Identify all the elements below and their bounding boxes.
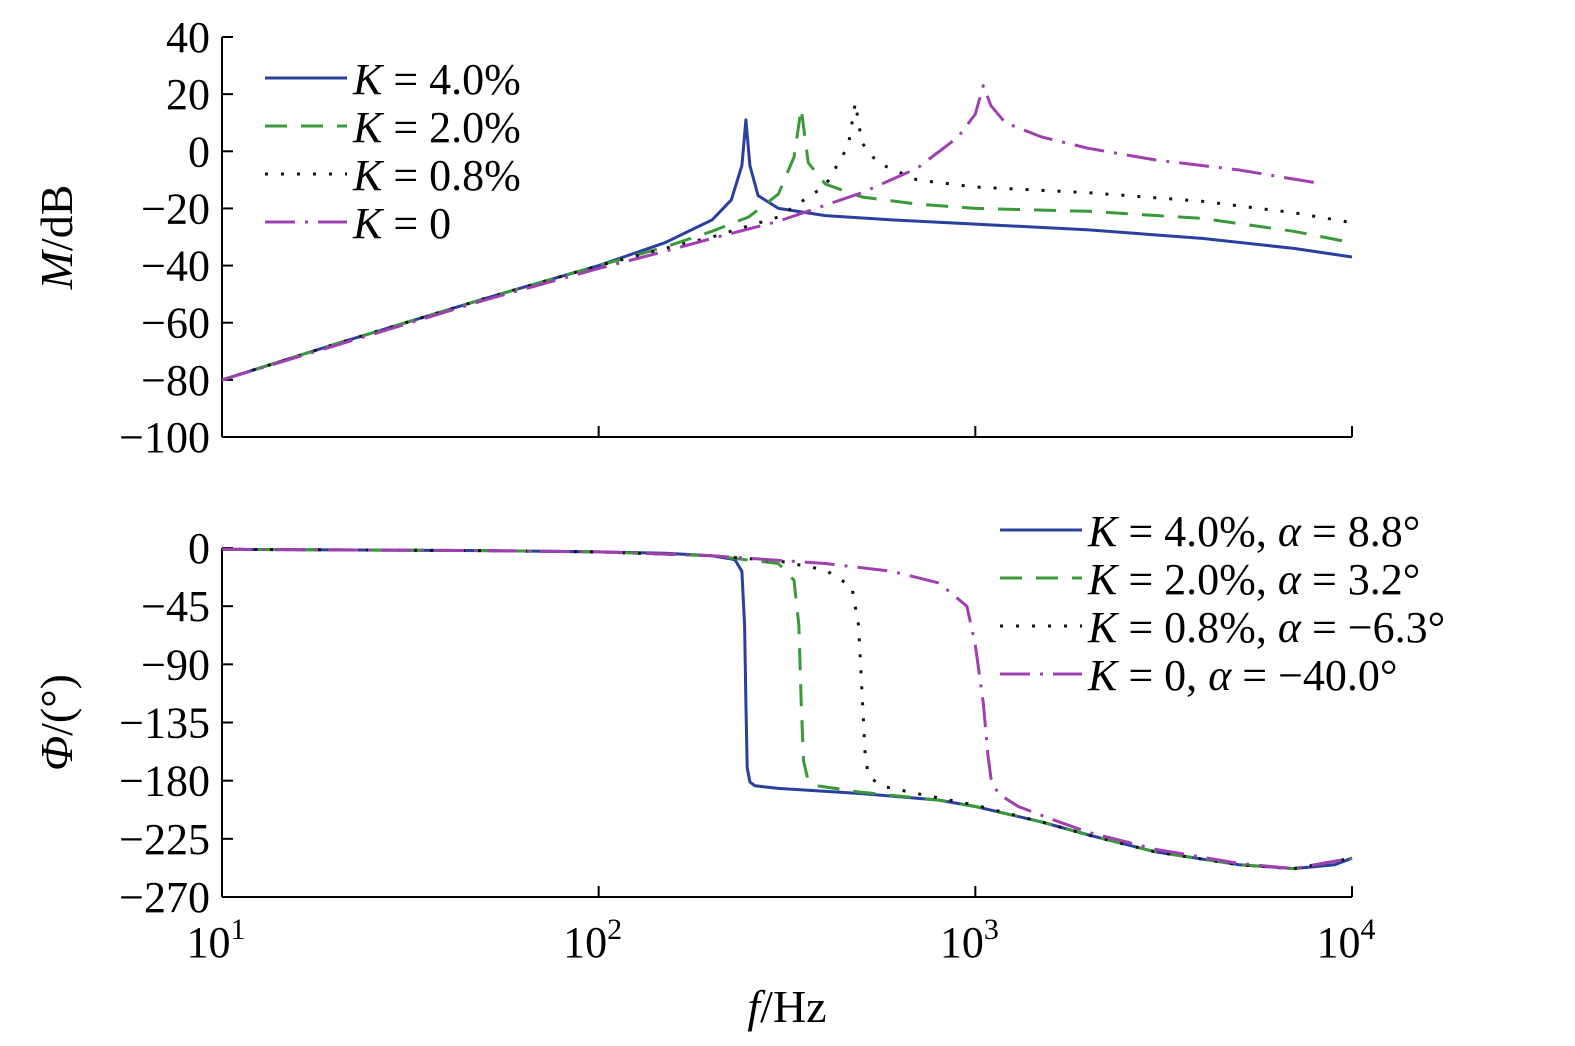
magnitude-y-tick-label: 20 — [166, 70, 210, 119]
magnitude-series-line-4 — [221, 84, 1316, 382]
magnitude-series-line-2 — [221, 106, 1353, 382]
magnitude-y-axis-title: M/dB — [31, 185, 82, 291]
magnitude-legend-label-3: K = 0.8% — [352, 151, 521, 200]
phase-y-tick-label: 0 — [188, 524, 210, 573]
phase-y-tick-label: −180 — [119, 757, 210, 806]
magnitude-y-tick-label: −100 — [119, 413, 210, 462]
phase-x-tick-label: 101 — [187, 913, 246, 967]
phase-legend-label-1: K = 4.0%, α = 8.8° — [1087, 507, 1420, 556]
phase-x-tick-label: 104 — [1317, 913, 1376, 967]
phase-x-axis-title: f/Hz — [747, 981, 826, 1032]
magnitude-y-tick-label: −80 — [141, 356, 210, 405]
magnitude-series-line-3 — [221, 101, 1353, 382]
magnitude-legend-label-4: K = 0 — [352, 199, 451, 248]
phase-y-tick-label: −90 — [141, 640, 210, 689]
phase-legend-label-4: K = 0, α = −40.0° — [1087, 651, 1398, 700]
magnitude-legend-label-2: K = 2.0% — [352, 103, 521, 152]
magnitude-legend-label-1: K = 4.0% — [352, 55, 521, 104]
phase-series-line-4 — [221, 547, 1353, 871]
magnitude-y-tick-label: −40 — [141, 242, 210, 291]
phase-x-tick-label: 103 — [940, 913, 999, 967]
phase-y-tick-label: −135 — [119, 699, 210, 748]
magnitude-y-tick-label: 0 — [188, 127, 210, 176]
magnitude-y-tick-label: −20 — [141, 184, 210, 233]
phase-legend-label-2: K = 2.0%, α = 3.2° — [1087, 555, 1420, 604]
phase-y-tick-label: −225 — [119, 815, 210, 864]
magnitude-series-line-1 — [221, 118, 1353, 382]
phase-series-line-2 — [221, 547, 1353, 871]
phase-x-tick-label: 102 — [563, 913, 622, 967]
phase-y-tick-label: −45 — [141, 582, 210, 631]
magnitude-panel: 40 20 0 −20 −40 −60 −80 −100 M/dB K = 4.0%K = 2.0… — [31, 13, 1353, 462]
phase-y-axis-title: Φ/(°) — [31, 674, 82, 771]
phase-y-tick-label: −270 — [119, 873, 210, 922]
magnitude-y-tick-label: 40 — [166, 13, 210, 62]
magnitude-y-tick-label: −60 — [141, 299, 210, 348]
phase-legend-label-3: K = 0.8%, α = −6.3° — [1087, 603, 1445, 652]
